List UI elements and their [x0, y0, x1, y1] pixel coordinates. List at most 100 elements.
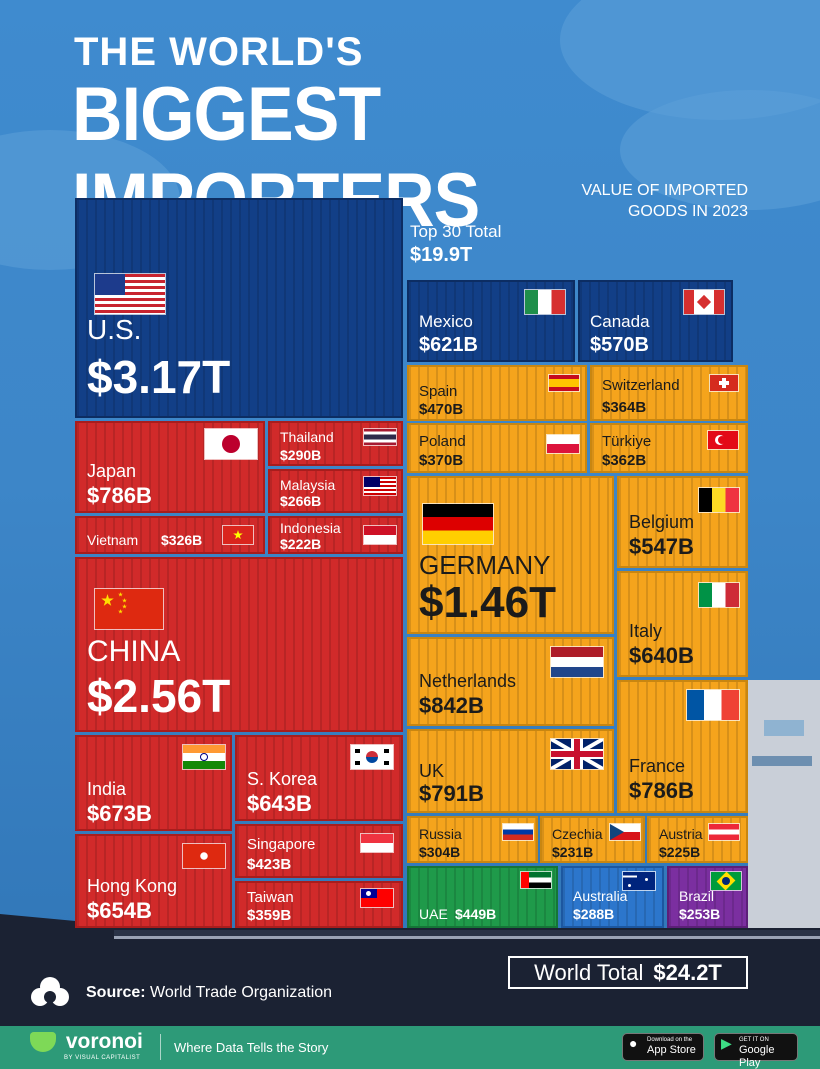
container-turkiye: Türkiye $362B [590, 423, 748, 473]
google-play-button[interactable]: ▶ GET IT ON Google Play [714, 1033, 798, 1069]
voronoi-logo[interactable]: voronoi [30, 1030, 143, 1054]
container-germany: GERMANY $1.46T [407, 476, 614, 634]
austria-value: $225B [659, 844, 701, 860]
brand-sub: BY VISUAL CAPITALIST [64, 1055, 141, 1061]
uk-name: UK [419, 761, 445, 781]
top30-label: Top 30 Total [410, 222, 502, 241]
container-russia: Russia $304B [407, 816, 538, 863]
hongkong-name: Hong Kong [87, 876, 178, 896]
container-brazil: Brazil $253B [667, 866, 748, 928]
container-netherlands: Netherlands $842B [407, 637, 614, 726]
brazil-name: Brazil [679, 888, 715, 904]
container-india: India $673B [75, 735, 232, 831]
uk-flag-icon [551, 739, 603, 769]
spain-flag-icon [549, 375, 579, 391]
vietnam-name: Vietnam [87, 532, 139, 548]
switzerland-name: Switzerland [602, 377, 680, 394]
skorea-value: $643B [247, 791, 312, 816]
skorea-name: S. Korea [247, 769, 318, 789]
cloud [620, 90, 820, 210]
container-uk: UK $791B [407, 729, 614, 813]
australia-name: Australia [573, 888, 628, 904]
container-japan: Japan $786B [75, 421, 265, 513]
subtitle-line: VALUE OF IMPORTED [581, 182, 748, 199]
brazil-flag-icon [711, 872, 741, 890]
mexico-value: $621B [419, 334, 478, 356]
switzerland-flag-icon [710, 375, 738, 391]
tagline: Where Data Tells the Story [174, 1040, 329, 1055]
container-china: CHINA $2.56T [75, 557, 403, 732]
app-store-button[interactable]: ● Download on the App Store [622, 1033, 704, 1061]
canada-flag-icon [684, 290, 724, 314]
france-name: France [629, 756, 686, 776]
container-austria: Austria $225B [647, 816, 748, 863]
container-australia: Australia $288B [561, 866, 664, 928]
canada-value: $570B [590, 334, 649, 356]
italy-name: Italy [629, 621, 663, 641]
hongkong-value: $654B [87, 898, 152, 923]
footer-divider [160, 1034, 161, 1060]
subtitle: VALUE OF IMPORTED GOODS IN 2023 [528, 180, 748, 222]
container-spain: Spain $470B [407, 365, 587, 421]
france-value: $786B [629, 778, 694, 803]
austria-flag-icon [709, 824, 739, 840]
app-store-small: Download on the [647, 1037, 693, 1043]
google-play-big: Google Play [739, 1044, 775, 1069]
top30-total: Top 30 Total $19.9T [410, 222, 501, 267]
source: Source: World Trade Organization [86, 984, 332, 1002]
india-value: $673B [87, 801, 152, 826]
malaysia-name: Malaysia [280, 477, 336, 493]
us-value: $3.17T [87, 351, 231, 403]
brazil-value: $253B [679, 906, 721, 922]
turkiye-value: $362B [602, 452, 647, 469]
container-vietnam: Vietnam $326B [75, 516, 265, 554]
brand-name: voronoi [65, 1030, 143, 1053]
skorea-flag-icon [351, 745, 393, 769]
uae-name: UAE [419, 906, 448, 922]
austria-name: Austria [659, 826, 703, 842]
container-singapore: Singapore $423B [235, 824, 403, 878]
world-total-value: $24.2T [653, 959, 722, 985]
malaysia-flag-icon [364, 477, 396, 495]
apple-icon: ● [629, 1035, 638, 1051]
belgium-flag-icon [699, 488, 739, 512]
italy-value: $640B [629, 643, 694, 668]
container-france: France $786B [617, 680, 748, 813]
vietnam-flag-icon [223, 526, 253, 544]
container-mexico: Mexico $621B [407, 280, 575, 362]
uae-value: $449B [455, 906, 497, 922]
india-name: India [87, 779, 127, 799]
container-skorea: S. Korea $643B [235, 735, 403, 821]
taiwan-value: $359B [247, 907, 292, 924]
container-indonesia: Indonesia $222B [268, 516, 403, 554]
netherlands-value: $842B [419, 693, 484, 718]
germany-flag-icon [423, 504, 493, 544]
australia-value: $288B [573, 906, 615, 922]
ship-rail [114, 936, 820, 939]
malaysia-value: $266B [280, 493, 322, 509]
netherlands-flag-icon [551, 647, 603, 677]
poland-name: Poland [419, 433, 466, 450]
spain-value: $470B [419, 401, 464, 418]
world-total: World Total $24.2T [508, 956, 748, 989]
thailand-flag-icon [364, 429, 396, 445]
source-logo-icon [31, 977, 69, 1006]
czechia-value: $231B [552, 844, 594, 860]
singapore-value: $423B [247, 856, 292, 873]
us-name: U.S. [87, 314, 142, 345]
app-store-big: App Store [647, 1044, 696, 1056]
top30-value: $19.9T [410, 244, 473, 266]
uae-flag-icon [521, 872, 551, 888]
voronoi-logo-icon [30, 1032, 56, 1053]
mexico-name: Mexico [419, 312, 473, 331]
source-label: Source: [86, 984, 146, 1001]
google-play-small: GET IT ON [739, 1037, 769, 1043]
container-poland: Poland $370B [407, 423, 587, 473]
germany-name: GERMANY [419, 550, 551, 580]
russia-flag-icon [503, 824, 533, 840]
japan-flag-icon [205, 429, 257, 459]
container-malaysia: Malaysia $266B [268, 469, 403, 513]
italy-flag-icon [699, 583, 739, 607]
australia-flag-icon [623, 872, 655, 890]
container-switzerland: Switzerland $364B [590, 365, 748, 421]
